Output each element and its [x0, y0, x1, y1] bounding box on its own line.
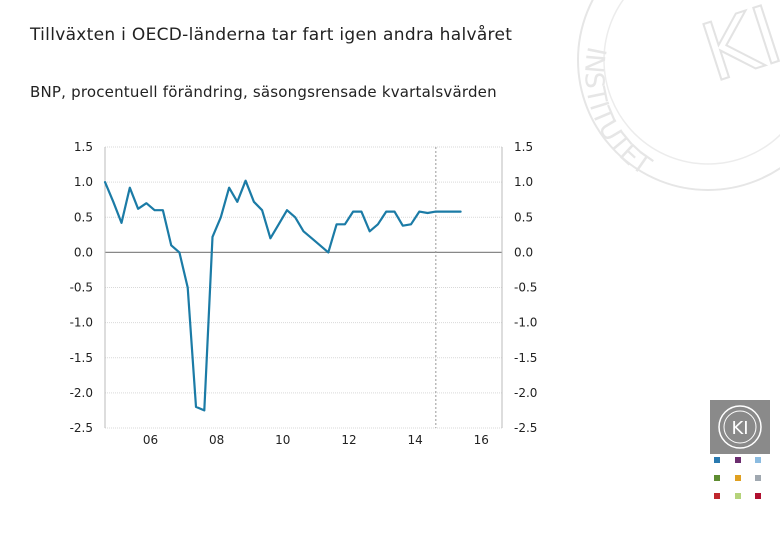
- color-swatch: [735, 493, 741, 499]
- y-tick-label-left: -2.5: [70, 421, 93, 435]
- color-swatch: [714, 493, 720, 499]
- y-tick-label-left: 0.5: [74, 210, 93, 224]
- x-tick-label: 16: [474, 433, 489, 447]
- y-tick-label-left: -2.0: [70, 386, 93, 400]
- series: [103, 179, 462, 412]
- y-tick-label-right: -0.5: [514, 281, 537, 295]
- tick-labels: 1.5 1.5 1.0 1.0 0.5 0.5 0.0 0.0 -0.5 -0.5 -1.0 -1.0…: [70, 140, 538, 447]
- y-tick-label-left: -0.5: [70, 281, 93, 295]
- axes: [104, 147, 503, 428]
- x-tick-label: 12: [341, 433, 356, 447]
- x-tick-label: 14: [408, 433, 423, 447]
- y-tick-label-right: 0.5: [514, 210, 533, 224]
- color-swatch: [735, 475, 741, 481]
- ki-logo: KI: [710, 400, 770, 458]
- x-tick-label: 08: [209, 433, 224, 447]
- color-swatch: [755, 493, 761, 499]
- y-tick-label-left: -1.5: [70, 351, 93, 365]
- chart-title: Tillväxten i OECD-länderna tar fart igen…: [30, 25, 513, 45]
- gridlines: [105, 146, 502, 429]
- y-tick-label-right: -2.0: [514, 386, 537, 400]
- y-tick-label-right: 1.5: [514, 140, 533, 154]
- y-tick-label-left: -1.0: [70, 316, 93, 330]
- y-tick-label-right: -1.0: [514, 316, 537, 330]
- y-tick-label-right: -1.5: [514, 351, 537, 365]
- y-tick-label-left: 0.0: [74, 245, 93, 259]
- y-tick-label-right: 1.0: [514, 175, 533, 189]
- color-swatch: [714, 475, 720, 481]
- y-tick-label-left: 1.5: [74, 140, 93, 154]
- x-tick-label: 10: [275, 433, 290, 447]
- institute-seal-watermark: KI INSTITUTET: [577, 0, 780, 191]
- y-tick-label-left: 1.0: [74, 175, 93, 189]
- logo-monogram: KI: [731, 418, 748, 439]
- color-swatch: [755, 475, 761, 481]
- color-swatch: [755, 457, 761, 463]
- y-tick-label-right: -2.5: [514, 421, 537, 435]
- color-swatch: [735, 457, 741, 463]
- x-tick-label: 06: [143, 433, 158, 447]
- color-swatch: [714, 457, 720, 463]
- series-line: [103, 179, 462, 412]
- y-tick-label-right: 0.0: [514, 245, 533, 259]
- chart-subtitle: BNP, procentuell förändring, säsongsrens…: [30, 83, 497, 101]
